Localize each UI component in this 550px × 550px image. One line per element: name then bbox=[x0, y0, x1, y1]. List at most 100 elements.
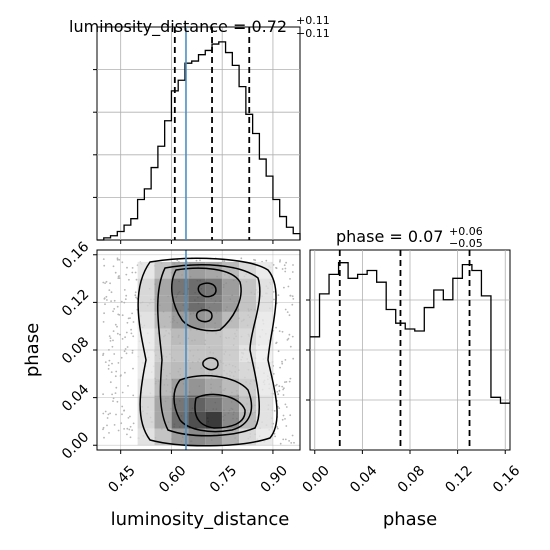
joint-scatter-point bbox=[282, 388, 284, 391]
joint-scatter-point bbox=[287, 337, 290, 340]
joint-scatter-point bbox=[290, 442, 293, 444]
joint-density-cell bbox=[222, 328, 240, 346]
joint-density-cell bbox=[188, 428, 206, 446]
joint-panel: 0.45 0.60 0.75 0.90 0.00 0.04 0.08 0.12 0.16 lu… bbox=[22, 239, 301, 530]
phase-title: phase = 0.07 bbox=[336, 227, 443, 246]
joint-density-cell bbox=[239, 378, 257, 396]
joint-x-tick-label: 0.90 bbox=[258, 463, 291, 496]
lumdist-histogram-step bbox=[97, 41, 301, 241]
joint-scatter-point bbox=[107, 364, 110, 367]
joint-scatter-point bbox=[102, 428, 104, 431]
phase-x-tick-label: 0.04 bbox=[347, 463, 380, 496]
joint-scatter-point bbox=[121, 338, 124, 340]
joint-scatter-point bbox=[121, 261, 124, 264]
joint-scatter-point bbox=[289, 377, 292, 380]
joint-scatter-point bbox=[102, 426, 105, 429]
joint-scatter-point bbox=[112, 400, 114, 402]
joint-density-cell bbox=[154, 278, 172, 296]
joint-scatter-point bbox=[108, 359, 111, 362]
joint-density-cell bbox=[154, 361, 172, 379]
joint-scatter-point bbox=[240, 257, 243, 260]
joint-scatter-point bbox=[131, 429, 134, 431]
joint-scatter-point bbox=[113, 308, 116, 310]
joint-x-tick-label: 0.45 bbox=[105, 463, 138, 496]
joint-density-cell bbox=[154, 345, 172, 362]
joint-scatter-point bbox=[112, 310, 114, 313]
joint-scatter-point bbox=[284, 381, 286, 383]
joint-scatter-point bbox=[130, 328, 133, 331]
joint-scatter-point bbox=[124, 348, 127, 350]
joint-scatter-point bbox=[288, 440, 290, 442]
lumdist-marginal-frame bbox=[96, 26, 301, 241]
joint-density-cell bbox=[154, 428, 172, 446]
phase-x-tick-label: 0.16 bbox=[490, 463, 523, 496]
joint-scatter-point bbox=[118, 277, 121, 279]
joint-scatter-point bbox=[129, 425, 132, 428]
joint-scatter-point bbox=[112, 339, 114, 342]
joint-scatter-point bbox=[176, 259, 179, 262]
joint-density-cell bbox=[154, 295, 172, 312]
joint-scatter-point bbox=[277, 350, 280, 353]
joint-density-cell bbox=[222, 378, 240, 396]
joint-density-cell bbox=[256, 345, 273, 362]
joint-scatter-point bbox=[135, 278, 138, 281]
joint-scatter-point bbox=[285, 261, 287, 264]
joint-scatter-point bbox=[106, 424, 108, 427]
joint-scatter-point bbox=[117, 313, 120, 316]
joint-scatter-point bbox=[291, 434, 294, 437]
joint-scatter-point bbox=[278, 407, 281, 410]
joint-contour-line bbox=[173, 374, 253, 433]
lumdist-title: luminosity_distance = 0.72 bbox=[69, 17, 287, 37]
joint-scatter-point bbox=[279, 259, 281, 261]
joint-scatter-point bbox=[291, 303, 294, 306]
joint-density-cell bbox=[239, 345, 257, 362]
joint-scatter-point bbox=[265, 259, 268, 262]
joint-scatter-point bbox=[104, 282, 106, 284]
joint-scatter-point bbox=[109, 282, 111, 285]
joint-scatter-point bbox=[272, 291, 275, 293]
joint-scatter-point bbox=[128, 428, 131, 431]
joint-density-cell bbox=[222, 295, 240, 312]
joint-density-cell bbox=[137, 361, 155, 379]
joint-scatter-point bbox=[283, 387, 285, 390]
joint-scatter-point bbox=[273, 410, 276, 412]
joint-scatter-point bbox=[124, 336, 126, 339]
joint-scatter-point bbox=[113, 424, 116, 426]
joint-scatter-point bbox=[281, 268, 284, 270]
joint-scatter-point bbox=[129, 436, 132, 439]
joint-scatter-point bbox=[116, 332, 119, 335]
joint-scatter-point bbox=[276, 427, 279, 430]
joint-scatter-point bbox=[120, 356, 123, 359]
joint-x-tick-label: 0.60 bbox=[156, 463, 189, 496]
joint-scatter-point bbox=[275, 266, 277, 269]
joint-scatter-point bbox=[134, 294, 137, 297]
joint-scatter-point bbox=[114, 392, 117, 394]
joint-contour-line bbox=[137, 257, 278, 447]
joint-scatter-point bbox=[112, 265, 115, 268]
joint-density-cell bbox=[171, 328, 189, 346]
joint-scatter-point bbox=[195, 259, 198, 262]
joint-y-tick-label: 0.12 bbox=[59, 286, 92, 319]
joint-density-cell bbox=[154, 395, 172, 412]
joint-scatter-point bbox=[291, 335, 294, 338]
joint-scatter-point bbox=[109, 340, 112, 342]
joint-scatter-point bbox=[107, 413, 110, 416]
joint-density-cell bbox=[239, 278, 257, 296]
joint-contour-line bbox=[195, 309, 213, 323]
joint-density-cell bbox=[222, 261, 240, 279]
joint-scatter-point bbox=[292, 357, 295, 360]
joint-density-cell bbox=[137, 395, 155, 412]
joint-scatter-point bbox=[121, 413, 123, 416]
joint-scatter-point bbox=[113, 353, 116, 355]
joint-scatter-point bbox=[132, 321, 135, 323]
joint-density-cell bbox=[205, 345, 223, 362]
lumdist-title-sub: −0.11 bbox=[296, 27, 330, 40]
joint-density-cell bbox=[239, 295, 257, 312]
joint-density-cell bbox=[256, 378, 273, 396]
joint-scatter-point bbox=[121, 405, 124, 408]
joint-scatter-point bbox=[276, 391, 279, 393]
joint-density-cell bbox=[205, 411, 223, 429]
joint-density-cell bbox=[188, 311, 206, 329]
joint-scatter-point bbox=[125, 352, 128, 355]
